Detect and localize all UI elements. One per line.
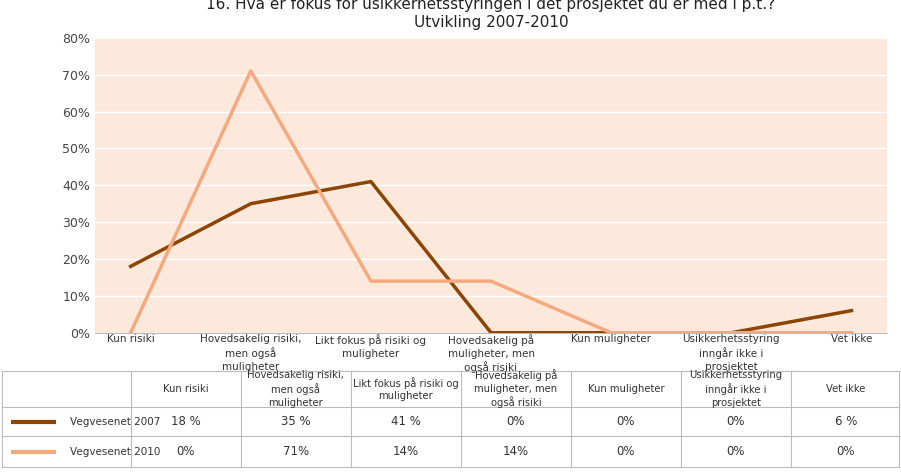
Text: Vegvesenet 2010: Vegvesenet 2010 bbox=[70, 447, 160, 457]
Text: Usikkerhetsstyring
inngår ikke i
prosjektet: Usikkerhetsstyring inngår ikke i prosjek… bbox=[683, 334, 780, 371]
Text: 14%: 14% bbox=[393, 445, 419, 458]
Text: 6 %: 6 % bbox=[835, 415, 857, 428]
Text: Kun risiki: Kun risiki bbox=[107, 334, 154, 344]
Text: 0%: 0% bbox=[177, 445, 195, 458]
Text: 0%: 0% bbox=[727, 415, 745, 428]
Text: Vet ikke: Vet ikke bbox=[831, 334, 872, 344]
Text: 18 %: 18 % bbox=[171, 415, 201, 428]
Text: 0%: 0% bbox=[616, 445, 635, 458]
Text: 0%: 0% bbox=[616, 415, 635, 428]
Text: Vet ikke: Vet ikke bbox=[826, 384, 866, 394]
Text: Vegvesenet 2007: Vegvesenet 2007 bbox=[70, 417, 160, 427]
Text: 0%: 0% bbox=[727, 445, 745, 458]
Text: 71%: 71% bbox=[283, 445, 309, 458]
Text: 14%: 14% bbox=[503, 445, 529, 458]
Text: Likt fokus på risiki og
muligheter: Likt fokus på risiki og muligheter bbox=[353, 377, 459, 401]
Text: Kun risiki: Kun risiki bbox=[163, 384, 208, 394]
Text: Usikkerhetsstyring
inngår ikke i
prosjektet: Usikkerhetsstyring inngår ikke i prosjek… bbox=[689, 370, 782, 407]
Text: Kun muligheter: Kun muligheter bbox=[571, 334, 651, 344]
Text: Hovedsakelig på
muligheter, men
også risiki: Hovedsakelig på muligheter, men også ris… bbox=[474, 369, 558, 408]
Text: Hovedsakelig risiki,
men også
muligheter: Hovedsakelig risiki, men også muligheter bbox=[200, 334, 302, 371]
Text: Kun muligheter: Kun muligheter bbox=[587, 384, 664, 394]
Text: 0%: 0% bbox=[837, 445, 855, 458]
Text: Hovedsakelig på
muligheter, men
også risiki: Hovedsakelig på muligheter, men også ris… bbox=[448, 334, 534, 373]
Title: 16. Hva er fokus for usikkerhetsstyringen i det prosjektet du er med i p.t.?
Utv: 16. Hva er fokus for usikkerhetsstyringe… bbox=[206, 0, 776, 30]
Text: Hovedsakelig risiki,
men også
muligheter: Hovedsakelig risiki, men også muligheter bbox=[247, 370, 344, 407]
Text: 41 %: 41 % bbox=[391, 415, 421, 428]
Text: 35 %: 35 % bbox=[281, 415, 311, 428]
Text: Likt fokus på risiki og
muligheter: Likt fokus på risiki og muligheter bbox=[315, 334, 426, 359]
Text: 0%: 0% bbox=[506, 415, 525, 428]
